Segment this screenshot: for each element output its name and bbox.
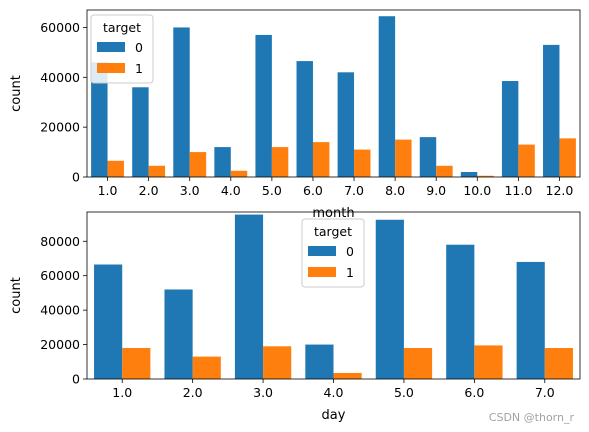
bar-month-8.0-target-1 xyxy=(395,139,412,177)
bar-month-6.0-target-0 xyxy=(296,61,313,177)
bar-month-4.0-target-0 xyxy=(214,147,231,177)
x-tick-label-5.0: 5.0 xyxy=(394,385,414,400)
bar-month-8.0-target-0 xyxy=(378,16,396,178)
bar-month-2.0-target-0 xyxy=(132,87,149,177)
x-tick-label-7.0: 7.0 xyxy=(344,183,364,198)
bar-month-2.0-target-1 xyxy=(148,165,166,177)
x-tick-label-9.0: 9.0 xyxy=(426,183,446,198)
bar-month-3.0-target-1 xyxy=(189,152,207,177)
x-tick-label-6.0: 6.0 xyxy=(303,183,323,198)
legend-label-1: 1 xyxy=(346,265,354,280)
bar-day-2.0-target-1 xyxy=(192,356,221,379)
legend: target 0 1 xyxy=(301,218,365,288)
bar-month-9.0-target-1 xyxy=(436,165,453,177)
x-axis-title: month xyxy=(312,206,354,221)
legend-label-0: 0 xyxy=(135,40,143,55)
bar-day-2.0-target-0 xyxy=(164,289,193,379)
y-tick-label-40000: 40000 xyxy=(40,303,80,318)
bar-month-10.0-target-1 xyxy=(477,175,494,177)
legend-swatch-0 xyxy=(97,42,125,52)
y-tick-label-20000: 20000 xyxy=(40,337,80,352)
legend-label-1: 1 xyxy=(135,61,143,76)
bar-month-4.0-target-1 xyxy=(230,170,248,177)
legend-swatch-1 xyxy=(308,267,336,277)
x-tick-label-4.0: 4.0 xyxy=(324,385,344,400)
bar-month-12.0-target-0 xyxy=(543,44,560,177)
bar-day-7.0-target-0 xyxy=(516,261,545,379)
y-tick-label-40000: 40000 xyxy=(40,70,80,85)
legend-label-0: 0 xyxy=(346,244,354,259)
bar-day-3.0-target-1 xyxy=(263,346,292,379)
bar-month-5.0-target-1 xyxy=(271,147,289,177)
legend-title: target xyxy=(314,224,352,239)
bar-month-5.0-target-0 xyxy=(255,34,272,178)
bar-day-1.0-target-1 xyxy=(122,348,151,379)
x-tick-label-2.0: 2.0 xyxy=(139,183,159,198)
bar-month-7.0-target-1 xyxy=(354,149,371,177)
bar-day-3.0-target-0 xyxy=(234,214,264,379)
y-tick-label-0: 0 xyxy=(72,170,80,185)
bar-month-11.0-target-0 xyxy=(501,81,519,177)
x-tick-label-3.0: 3.0 xyxy=(180,183,200,198)
x-tick-label-1.0: 1.0 xyxy=(112,385,132,400)
bar-day-5.0-target-1 xyxy=(403,348,433,379)
y-tick-label-60000: 60000 xyxy=(40,20,80,35)
bar-month-11.0-target-1 xyxy=(518,144,535,177)
bar-day-4.0-target-1 xyxy=(333,372,362,379)
bar-month-12.0-target-1 xyxy=(559,138,576,177)
y-tick-label-20000: 20000 xyxy=(40,120,80,135)
legend: target 0 1 xyxy=(90,14,154,84)
x-tick-label-5.0: 5.0 xyxy=(262,183,282,198)
plot-frame xyxy=(86,211,581,380)
y-tick-label-0: 0 xyxy=(72,372,80,387)
legend-title: target xyxy=(103,20,141,35)
bar-month-10.0-target-0 xyxy=(460,172,478,177)
month-count-chart: 1.0 2.0 3.0 4.0 5.0 6.0 7.0 8.0 9.0 10.0 11.0 12.0 0… xyxy=(9,9,581,221)
legend-swatch-0 xyxy=(308,246,336,256)
bar-day-7.0-target-1 xyxy=(544,348,573,379)
x-tick-label-8.0: 8.0 xyxy=(385,183,405,198)
x-tick-label-12.0: 12.0 xyxy=(546,183,574,198)
bar-month-1.0-target-0 xyxy=(91,62,108,177)
bar-day-5.0-target-0 xyxy=(375,219,404,379)
y-axis-title: count xyxy=(9,75,24,112)
x-axis-title: day xyxy=(322,408,346,423)
bar-month-6.0-target-1 xyxy=(312,142,330,177)
bar-day-1.0-target-0 xyxy=(94,264,123,379)
y-tick-label-60000: 60000 xyxy=(40,268,80,283)
bar-month-1.0-target-1 xyxy=(107,160,124,177)
x-tick-label-4.0: 4.0 xyxy=(221,183,241,198)
x-tick-label-1.0: 1.0 xyxy=(98,183,118,198)
y-axis-title: count xyxy=(9,277,24,314)
x-tick-label-10.0: 10.0 xyxy=(463,183,491,198)
day-count-chart: 1.0 2.0 3.0 4.0 5.0 6.0 7.0 0 20000 40000 60000 800… xyxy=(9,211,581,423)
plot-frame xyxy=(86,9,581,178)
bar-month-3.0-target-0 xyxy=(173,27,190,178)
x-tick-label-3.0: 3.0 xyxy=(253,385,273,400)
x-tick-label-2.0: 2.0 xyxy=(183,385,203,400)
x-tick-label-7.0: 7.0 xyxy=(535,385,555,400)
x-tick-label-6.0: 6.0 xyxy=(464,385,484,400)
y-tick-label-80000: 80000 xyxy=(40,234,80,249)
bar-month-7.0-target-0 xyxy=(337,72,355,177)
bar-day-4.0-target-0 xyxy=(305,344,334,379)
bar-day-6.0-target-0 xyxy=(446,244,475,379)
legend-swatch-1 xyxy=(97,63,125,73)
watermark-text: CSDN @thorn_r xyxy=(488,411,574,424)
x-tick-label-11.0: 11.0 xyxy=(504,183,532,198)
bar-day-6.0-target-1 xyxy=(474,345,503,379)
bar-month-9.0-target-0 xyxy=(419,137,437,177)
